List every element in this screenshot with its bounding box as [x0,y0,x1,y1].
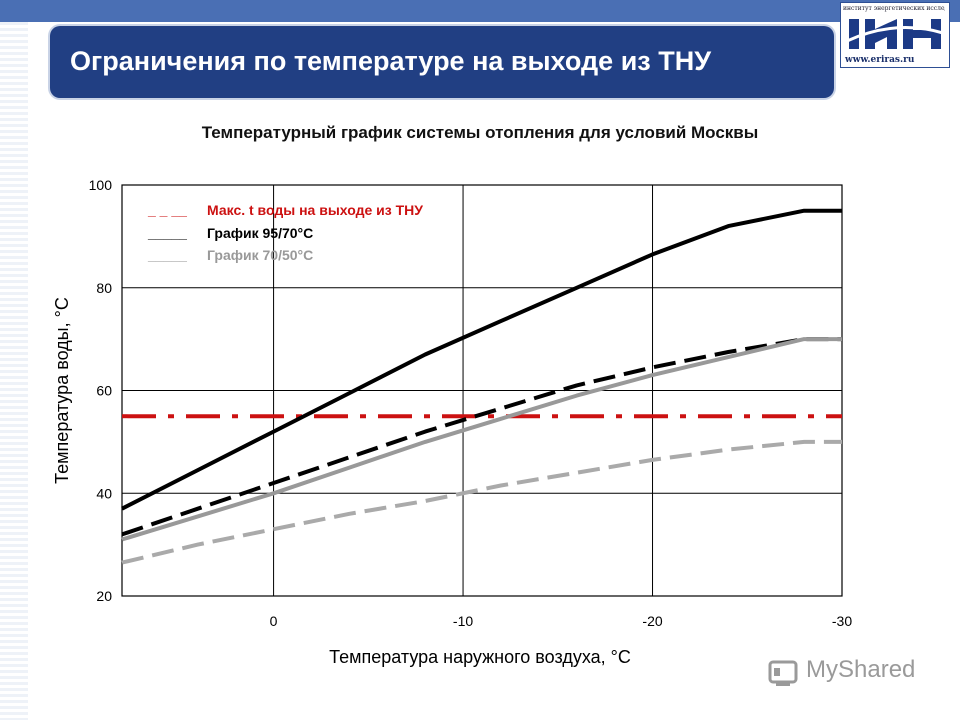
logo-mark-icon [845,13,945,53]
legend-label: График 70/50°С [207,247,313,263]
myshared-logo-icon [768,660,798,686]
legend-marker: _____ [147,225,187,241]
slide-title-bar: Ограничения по температуре на выходе из … [50,26,834,98]
x-tick-label: -20 [642,613,662,629]
logo-url: www.eriras.ru [845,55,915,65]
logo-top-text: институт энергетических исследований [843,5,945,12]
legend-label: График 95/70°С [207,225,313,241]
slide-title: Ограничения по температуре на выходе из … [70,46,711,76]
y-tick-label: 40 [96,485,112,501]
x-tick-label: -10 [453,613,473,629]
watermark-text: MyShared [806,656,916,683]
series-line-supply-70 [121,337,842,542]
legend-marker: _ _ __ [147,202,187,218]
legend-marker: _____ [147,247,187,263]
series-line-return-70 [121,337,842,537]
x-axis-label: Температура наружного воздуха, °С [329,647,631,667]
legend-label: Макс. t воды на выходе из ТНУ [207,202,423,218]
plot-frame [121,184,843,597]
y-tick-label: 80 [96,280,112,296]
series-line-supply-95 [121,208,842,511]
y-tick-label: 100 [89,177,113,193]
institute-logo: институт энергетических исследований www… [840,2,950,68]
x-tick-label: 0 [270,613,278,629]
y-tick-label: 60 [96,383,112,399]
x-tick-label: -30 [832,613,852,629]
y-tick-label: 20 [96,588,112,604]
left-decorative-strip [0,22,28,720]
series-line-return-50 [121,439,842,565]
top-band [0,0,960,22]
chart-title: Температурный график системы отопления д… [201,123,759,142]
y-axis-label: Температура воды, °С [52,297,72,484]
